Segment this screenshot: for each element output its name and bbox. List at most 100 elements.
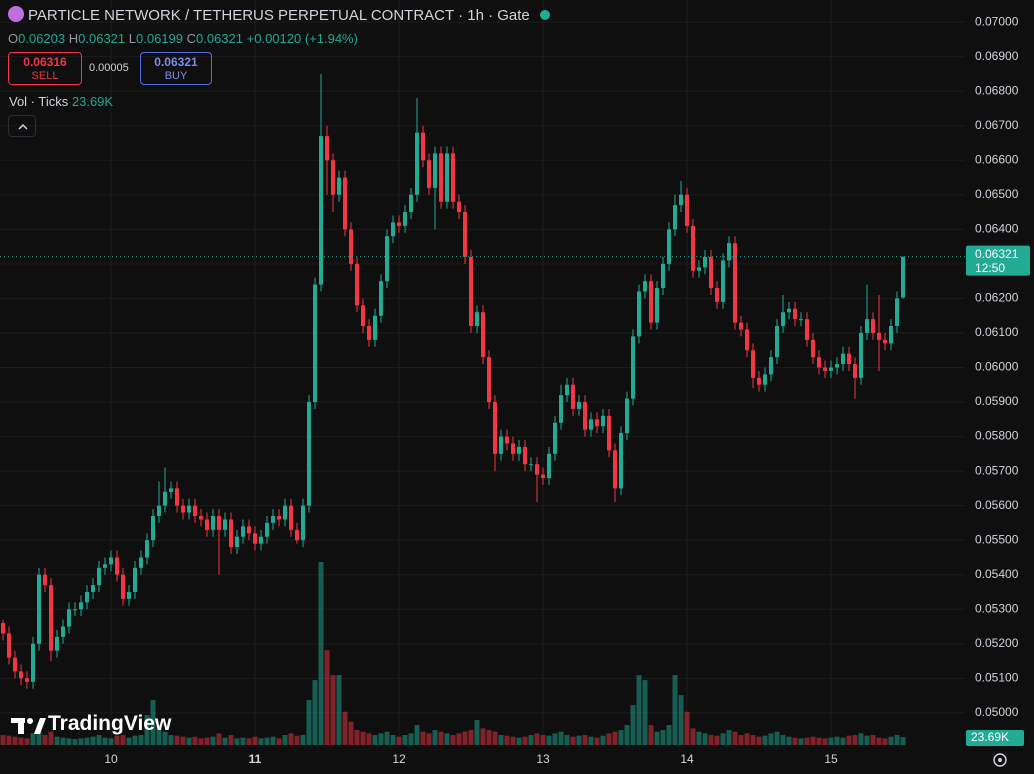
ohlc-letter: H — [68, 31, 79, 46]
candle-body — [235, 536, 239, 548]
volume-bar — [240, 737, 246, 745]
y-tick-label: 0.05500 — [975, 532, 1019, 546]
collapse-button[interactable] — [8, 115, 36, 137]
candle-body — [259, 536, 263, 544]
volume-bar — [714, 735, 720, 745]
volume-bar — [0, 735, 6, 745]
candle-body — [319, 136, 323, 285]
candle-body — [847, 353, 851, 365]
volume-bar — [396, 736, 402, 745]
volume-bar — [30, 733, 36, 745]
volume-bar — [420, 731, 426, 745]
volume-bar — [624, 725, 630, 745]
candle-body — [889, 326, 893, 344]
candle-body — [607, 415, 611, 451]
volume-bar — [876, 737, 882, 745]
volume-bar — [324, 650, 330, 745]
symbol-title[interactable]: PARTICLE NETWORK / TETHERUS PERPETUAL CO… — [28, 7, 530, 24]
volume-bar — [684, 711, 690, 745]
candle-body — [97, 567, 101, 586]
volume-bar — [438, 731, 444, 745]
volume-bar — [846, 735, 852, 745]
candle-body — [553, 422, 557, 454]
y-tick-label: 0.05800 — [975, 429, 1019, 443]
volume-bar — [546, 735, 552, 745]
candle-body — [511, 443, 515, 454]
volume-bar — [606, 733, 612, 745]
volume-bar — [732, 731, 738, 745]
candle-body — [433, 153, 437, 188]
change: +0.00120 (+1.94%) — [246, 31, 358, 46]
volume-bar — [774, 731, 780, 745]
volume-bar — [186, 737, 192, 745]
candle-body — [481, 312, 485, 358]
candle-body — [427, 160, 431, 188]
sell-price: 0.06316 — [23, 55, 67, 69]
candle-body — [313, 284, 317, 403]
candle-body — [175, 488, 179, 506]
candle-body — [835, 364, 839, 368]
volume-bar — [306, 700, 312, 745]
volume-bar — [534, 733, 540, 745]
y-tick-label: 0.05700 — [975, 463, 1019, 477]
volume-bar — [408, 733, 414, 745]
volume-bar — [462, 731, 468, 745]
candle-body — [445, 153, 449, 202]
candle-body — [787, 308, 791, 313]
y-tick-label: 0.05100 — [975, 671, 1019, 685]
x-tick-label: 10 — [104, 752, 118, 766]
candle-body — [661, 263, 665, 289]
candle-body — [715, 288, 719, 302]
volume-bar — [654, 731, 660, 745]
volume-bar — [600, 735, 606, 745]
volume-bar — [552, 733, 558, 745]
volume-bar — [210, 736, 216, 745]
candle-body — [103, 564, 107, 568]
volume-legend: Vol · Ticks 23.69K — [9, 94, 113, 109]
watermark-logo — [11, 718, 46, 734]
volume-bar — [216, 733, 222, 745]
volume-bar — [294, 735, 300, 745]
candle-body — [523, 446, 527, 465]
candle-body — [43, 574, 47, 586]
candle-body — [73, 609, 77, 611]
volume-bar — [498, 735, 504, 745]
candle-body — [325, 136, 329, 161]
ohlc-letter: L — [128, 31, 136, 46]
volume-bar — [564, 735, 570, 745]
volume-bar — [480, 728, 486, 745]
candle-body — [289, 505, 293, 530]
volume-bar — [456, 733, 462, 745]
volume-bar — [42, 735, 48, 745]
x-tick-label: 14 — [680, 752, 694, 766]
sell-button[interactable]: 0.06316 SELL — [8, 52, 82, 85]
candle-body — [841, 353, 845, 365]
candle-body — [763, 374, 767, 385]
buy-button[interactable]: 0.06321 BUY — [140, 52, 212, 85]
volume-bar — [150, 700, 156, 745]
candle-body — [895, 298, 899, 327]
volume-bar — [198, 738, 204, 745]
volume-bar — [66, 738, 72, 745]
ohlc-legend: O0.06203 H0.06321 L0.06199 C0.06321 +0.0… — [8, 31, 358, 46]
candle-body — [1, 623, 5, 634]
candle-body — [337, 177, 341, 195]
volume-bar — [84, 737, 90, 745]
candle-body — [121, 574, 125, 599]
volume-bar — [672, 675, 678, 745]
candle-body — [241, 526, 245, 537]
volume-bar — [894, 735, 900, 745]
volume-bar — [666, 725, 672, 745]
y-tick-label: 0.06200 — [975, 291, 1019, 305]
candle-body — [211, 516, 215, 530]
candle-body — [187, 505, 191, 513]
volume-bar — [450, 735, 456, 745]
candle-body — [499, 436, 503, 454]
candle-body — [181, 505, 185, 513]
candle-body — [133, 567, 137, 592]
volume-bar — [180, 736, 186, 745]
volume-bar — [786, 736, 792, 745]
candle-body — [589, 419, 593, 430]
volume-bar — [708, 735, 714, 745]
volume-bar — [348, 721, 354, 745]
